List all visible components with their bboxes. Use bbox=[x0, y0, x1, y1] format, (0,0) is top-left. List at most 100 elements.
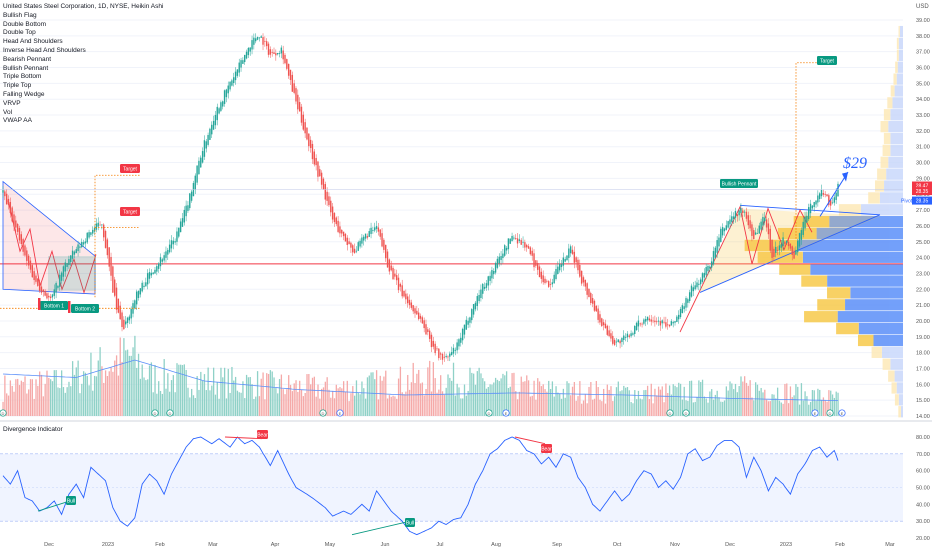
candle bbox=[104, 229, 107, 249]
legend-item[interactable]: Bullish Pennant bbox=[3, 64, 49, 72]
legend-item[interactable]: Triple Bottom bbox=[3, 73, 42, 81]
candle bbox=[275, 49, 277, 61]
legend-item[interactable]: Vol bbox=[3, 108, 13, 116]
candle-body bbox=[538, 266, 541, 278]
candle bbox=[434, 341, 436, 356]
event-marker-circle bbox=[838, 409, 846, 417]
candle-body bbox=[745, 211, 748, 219]
volume-bar bbox=[789, 386, 792, 416]
volume-bar bbox=[75, 367, 77, 416]
candle bbox=[670, 319, 673, 326]
candle-body bbox=[315, 157, 317, 166]
candle-body bbox=[505, 247, 508, 251]
candle-body bbox=[452, 347, 455, 354]
candle-body bbox=[284, 54, 286, 64]
candle bbox=[148, 268, 151, 284]
volume-bar bbox=[571, 386, 574, 416]
candle bbox=[773, 246, 775, 261]
candle bbox=[381, 227, 383, 248]
candle bbox=[119, 301, 121, 320]
volume-bar bbox=[399, 366, 402, 416]
volume-bar bbox=[194, 397, 196, 416]
volume-bar bbox=[603, 388, 605, 416]
volume-bar bbox=[180, 364, 182, 416]
candle bbox=[320, 170, 323, 189]
price-tick-label: 23.00 bbox=[916, 271, 930, 277]
legend-item[interactable]: Bearish Pennant bbox=[3, 55, 52, 63]
volume-profile-up bbox=[898, 394, 903, 406]
candle-body bbox=[736, 214, 738, 217]
price-tick-label: 33.00 bbox=[916, 113, 930, 119]
legend-item[interactable]: Inverse Head And Shoulders bbox=[3, 46, 86, 54]
candle bbox=[401, 279, 403, 299]
volume-bar bbox=[33, 398, 35, 416]
pivot-price-tag-text: 28.35 bbox=[916, 199, 929, 205]
volume-bar bbox=[623, 385, 625, 416]
legend-item[interactable]: Double Top bbox=[3, 29, 36, 37]
bull-2-label: Bull bbox=[405, 518, 415, 527]
volume-bar bbox=[650, 383, 652, 416]
candle-body bbox=[469, 317, 471, 323]
volume-bar bbox=[115, 355, 118, 416]
bull-2-label-text: Bull bbox=[406, 520, 414, 526]
volume-bar bbox=[643, 390, 645, 416]
candle bbox=[278, 50, 281, 58]
candle bbox=[696, 277, 698, 290]
legend-item[interactable]: Falling Wedge bbox=[3, 90, 45, 98]
candle-body bbox=[322, 178, 325, 190]
candle bbox=[355, 246, 358, 254]
volume-bar bbox=[401, 392, 403, 416]
candle bbox=[665, 316, 667, 329]
candle-body bbox=[465, 319, 467, 330]
volume-bar bbox=[452, 362, 455, 416]
candle-body bbox=[9, 201, 12, 213]
candle bbox=[493, 268, 495, 279]
candle bbox=[731, 211, 733, 226]
volume-profile-up bbox=[797, 239, 903, 252]
volume-bar bbox=[570, 395, 572, 416]
candle-body bbox=[128, 316, 131, 321]
volume-bar bbox=[668, 385, 671, 416]
candle-body bbox=[377, 227, 380, 232]
candle-body bbox=[417, 312, 420, 320]
candle-body bbox=[694, 285, 696, 290]
candle-body bbox=[482, 283, 484, 294]
volume-bar bbox=[46, 370, 48, 416]
candle-body bbox=[536, 263, 539, 270]
candle bbox=[141, 280, 143, 293]
candle-body bbox=[608, 330, 610, 337]
legend-item[interactable]: Double Bottom bbox=[3, 20, 46, 28]
event-marker-text: D bbox=[2, 411, 5, 416]
volume-bar bbox=[808, 404, 810, 416]
candle bbox=[319, 165, 321, 177]
price-tick-label: 31.00 bbox=[916, 145, 930, 151]
candle-body bbox=[624, 336, 627, 338]
legend-item[interactable]: Triple Top bbox=[3, 82, 32, 90]
target-2-label-bg bbox=[120, 207, 140, 216]
candle-body bbox=[591, 298, 594, 304]
volume-bar bbox=[791, 397, 793, 416]
volume-bar bbox=[546, 391, 548, 416]
volume-bar bbox=[370, 372, 372, 416]
price-tick-label: 28.00 bbox=[916, 192, 930, 198]
event-marker-circle bbox=[666, 409, 674, 417]
legend-item[interactable]: VWAP AA bbox=[3, 117, 32, 125]
candle-body bbox=[408, 299, 411, 306]
target-2-label: Target bbox=[120, 207, 140, 216]
legend-item[interactable]: Bullish Flag bbox=[3, 11, 37, 19]
candle bbox=[324, 181, 326, 205]
candle bbox=[273, 47, 275, 55]
candle-body bbox=[738, 210, 740, 216]
candle bbox=[643, 318, 645, 326]
volume-bar bbox=[551, 381, 554, 416]
legend-item[interactable]: Head And Shoulders bbox=[3, 38, 63, 46]
volume-bar bbox=[145, 380, 147, 416]
candle-body bbox=[580, 270, 583, 284]
candle-body bbox=[709, 266, 711, 269]
candle-body bbox=[808, 207, 810, 220]
candle-body bbox=[209, 128, 211, 140]
candle-body bbox=[613, 339, 616, 345]
legend-item[interactable]: VRVP bbox=[3, 99, 21, 107]
candle bbox=[408, 294, 411, 309]
